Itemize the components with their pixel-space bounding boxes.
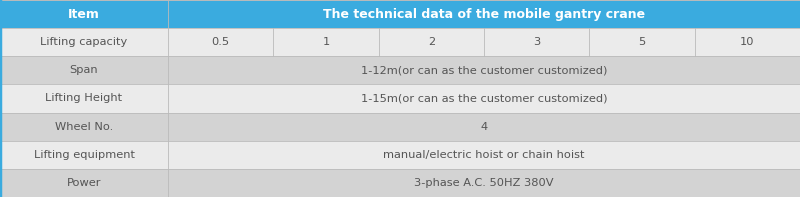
Text: 10: 10 [740, 37, 754, 47]
Bar [0, 112, 168, 141]
Text: Item: Item [68, 7, 100, 20]
Bar [0, 141, 168, 169]
Text: 5: 5 [638, 37, 646, 47]
Text: 4: 4 [481, 122, 487, 132]
Text: Span: Span [70, 65, 98, 75]
Text: 2: 2 [428, 37, 435, 47]
Text: 1-12m(or can as the customer customized): 1-12m(or can as the customer customized) [361, 65, 607, 75]
Bar [168, 0, 800, 28]
Text: Wheel No.: Wheel No. [55, 122, 113, 132]
Text: 0.5: 0.5 [212, 37, 230, 47]
Bar [168, 56, 800, 85]
Text: The technical data of the mobile gantry crane: The technical data of the mobile gantry … [323, 7, 645, 20]
Bar [0, 169, 168, 197]
Bar [0, 85, 168, 112]
Bar [0, 0, 168, 28]
Text: manual/electric hoist or chain hoist: manual/electric hoist or chain hoist [383, 150, 585, 160]
Text: Power: Power [66, 178, 102, 188]
Bar [168, 169, 800, 197]
Bar [0, 28, 168, 56]
Text: Lifting equipment: Lifting equipment [34, 150, 134, 160]
Bar [168, 85, 800, 112]
Bar [168, 112, 800, 141]
Text: 3-phase A.C. 50HZ 380V: 3-phase A.C. 50HZ 380V [414, 178, 554, 188]
Text: 1: 1 [322, 37, 330, 47]
Bar [168, 141, 800, 169]
Text: 3: 3 [533, 37, 540, 47]
Bar [0, 56, 168, 85]
Text: Lifting capacity: Lifting capacity [40, 37, 128, 47]
Bar [168, 28, 800, 56]
Text: 1-15m(or can as the customer customized): 1-15m(or can as the customer customized) [361, 94, 607, 103]
Text: Lifting Height: Lifting Height [46, 94, 122, 103]
